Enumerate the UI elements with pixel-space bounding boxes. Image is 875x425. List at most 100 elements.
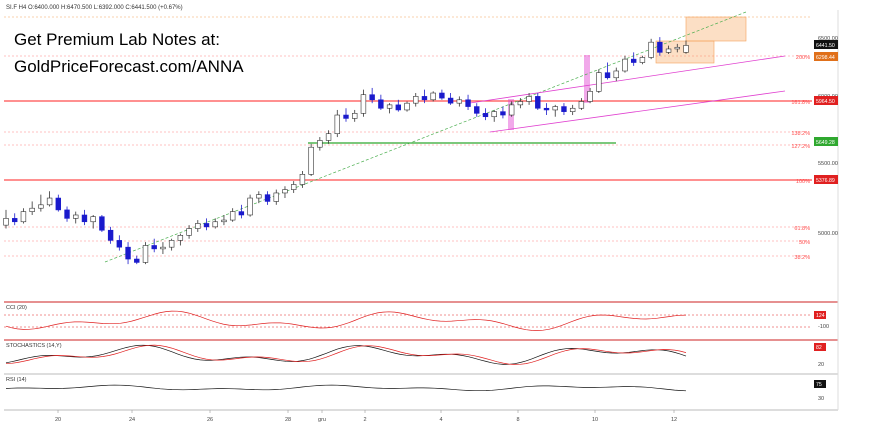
price-tag-label: 5376.89 [816, 178, 835, 184]
candle-body [413, 96, 419, 104]
x-tick-label: 8 [516, 417, 519, 423]
y-tick-label: 6500.00 [818, 36, 838, 42]
candle-body [456, 99, 463, 104]
indicator-tick-label: 30 [818, 396, 824, 402]
indicator-title: CCI (20) [6, 305, 27, 311]
candle-body [439, 92, 445, 99]
indicator-line [5, 310, 687, 331]
candle-body [142, 245, 149, 263]
fib-label: 100% [796, 179, 810, 185]
price-tag-box [814, 40, 838, 49]
candle-body [596, 72, 602, 92]
candle-body [299, 174, 306, 185]
x-tick-label: 26 [207, 417, 213, 423]
candle-body [229, 211, 236, 221]
candle-body [282, 189, 288, 194]
candle-body [352, 113, 358, 119]
x-tick-label: 12 [671, 417, 677, 423]
candle-body [134, 258, 140, 263]
candle-body [107, 229, 114, 241]
candle-body [12, 218, 18, 223]
candle-body [360, 94, 367, 114]
candle-body [543, 107, 550, 111]
candle-body [125, 246, 131, 260]
candle-body [308, 146, 314, 175]
channel-lower-line [489, 90, 786, 133]
candle-body [517, 101, 524, 106]
candle-body [447, 97, 454, 104]
candle-body [38, 204, 44, 209]
promo-line-2: GoldPriceForecast.com/ANNA [14, 57, 244, 76]
candle-body [526, 96, 532, 102]
candle-body [81, 214, 88, 223]
candle-body [491, 111, 497, 118]
fib-label: 50% [799, 240, 810, 246]
candle-body [421, 96, 428, 101]
price-tag-label: 6298.44 [816, 55, 835, 61]
candle-body [238, 211, 245, 216]
candle-body [317, 140, 323, 148]
candle-body [604, 72, 611, 79]
indicator-tick-label: -100 [818, 324, 829, 330]
candle-body [64, 209, 70, 219]
pink-highlight-bar [584, 55, 590, 103]
indicator-title: RSI (14) [6, 377, 27, 383]
candle-body [561, 106, 567, 112]
channel-upper-line [469, 55, 786, 104]
indicator-value-label: 75 [816, 382, 822, 388]
candle-body [386, 104, 393, 109]
fib-label: 127.2% [791, 144, 810, 150]
x-tick-label: 4 [439, 417, 442, 423]
x-tick-label: gru [318, 417, 326, 423]
indicator-line [5, 344, 687, 365]
candle-body [73, 214, 79, 219]
candle-body [221, 219, 227, 223]
fib-label: 38.2% [794, 255, 810, 261]
candle-body [430, 92, 436, 101]
candle-body [578, 101, 585, 109]
candle-body [630, 58, 637, 63]
candle-body [657, 41, 663, 53]
price-tag-box [814, 175, 838, 184]
indicator-value-box [814, 343, 826, 351]
candle-body [665, 48, 672, 53]
candle-body [290, 184, 297, 190]
candle-body [334, 114, 340, 134]
candle-body [3, 218, 9, 226]
candle-body [622, 58, 628, 72]
fib-label: 161.8% [791, 100, 810, 106]
y-tick-label: 5500.00 [818, 161, 838, 167]
candle-body [552, 106, 558, 111]
y-tick-label: 5000.00 [818, 231, 838, 237]
fib-label: 200% [796, 55, 810, 61]
candle-body [500, 111, 506, 116]
promo-line-1: Get Premium Lab Notes at: [14, 30, 220, 49]
candle-body [378, 99, 384, 109]
candle-body [256, 194, 262, 199]
candle-body [195, 223, 201, 229]
candle-body [535, 96, 541, 109]
price-tag-label: 5649.28 [816, 140, 835, 146]
candle-body [247, 197, 253, 216]
candle-body [639, 57, 646, 63]
candle-body [587, 91, 593, 102]
candle-body [203, 223, 210, 228]
indicator-value-box [814, 311, 826, 319]
candle-body [482, 113, 489, 118]
indicator-value-label: 82 [816, 345, 822, 351]
price-tag-box [814, 52, 838, 61]
fib-label: 61.8% [794, 226, 810, 232]
indicator-tick-label: 20 [818, 362, 824, 368]
candle-body [508, 104, 515, 116]
candle-body [264, 194, 271, 202]
indicator-line [5, 384, 687, 392]
candle-body [395, 104, 402, 111]
candle-body [569, 107, 576, 112]
price-tag-label: 6441.50 [816, 43, 835, 49]
candle-body [613, 70, 619, 79]
candle-body [212, 221, 218, 228]
x-tick-label: 20 [55, 417, 61, 423]
price-tag-box [814, 96, 838, 105]
candle-body [186, 228, 192, 236]
